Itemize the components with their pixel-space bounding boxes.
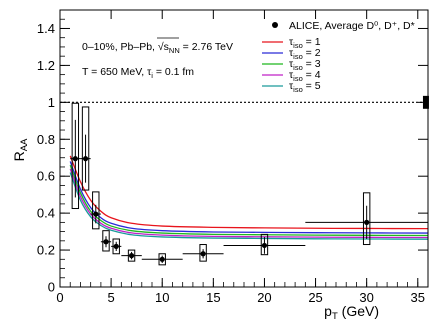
curve-tau-iso-1 — [69, 155, 429, 230]
legend-data-label: ALICE, Average D⁰, D⁺, D* — [289, 20, 415, 32]
y-tick-label: 0.4 — [37, 206, 55, 221]
y-tick-label: 0.2 — [37, 243, 55, 258]
data-point-2 — [80, 106, 91, 191]
y-tick-label: 0.8 — [37, 132, 55, 147]
y-tick-label: 1 — [48, 95, 55, 110]
data-point-10 — [305, 192, 428, 246]
data-marker — [103, 239, 109, 245]
data-marker — [72, 156, 78, 162]
data-marker — [159, 256, 165, 262]
data-point-1 — [70, 102, 81, 210]
data-marker — [200, 251, 206, 257]
systematic-box — [71, 102, 80, 210]
systematic-box — [199, 244, 207, 262]
axes: 0 0.2 0.4 0.6 0.8 1 1.2 1.4 0 5 10 15 20 25 30 35 — [37, 9, 429, 305]
curve-tau-iso-2 — [69, 161, 429, 234]
x-tick-label: 10 — [155, 290, 169, 305]
annotation-temperature: T = 650 MeV, τi = 0.1 fm — [82, 66, 194, 80]
normalization-uncertainty-box — [422, 95, 429, 109]
x-tick-label: 0 — [56, 290, 63, 305]
curve-tau-iso-3 — [69, 164, 429, 237]
y-tick-label: 0.6 — [37, 169, 55, 184]
x-tick-label: 25 — [308, 290, 322, 305]
legend-label-tau-iso-2: τiso = 2 — [289, 47, 321, 61]
y-tick-label: 0 — [48, 280, 55, 295]
y-tick-label: 1.4 — [37, 21, 55, 36]
y-axis-title: RAA — [11, 138, 30, 161]
data-marker — [93, 211, 99, 217]
x-tick-label: 20 — [257, 290, 271, 305]
x-axis-title: pT (GeV) — [324, 303, 379, 322]
y-tick-label: 1.2 — [37, 58, 55, 73]
systematic-box — [260, 233, 269, 256]
model-curves — [69, 155, 429, 240]
legend-label-tau-iso-4: τiso = 4 — [289, 69, 321, 83]
data-point-4 — [100, 230, 112, 252]
data-point-5 — [111, 238, 122, 255]
curve-tau-iso-5 — [69, 172, 429, 240]
data-marker — [113, 243, 119, 249]
curve-tau-iso-4 — [69, 168, 429, 239]
systematic-box — [81, 106, 90, 191]
legend-label-tau-iso-3: τiso = 3 — [289, 58, 321, 72]
annotation-collision-system: 0–10%, Pb–Pb, √sNN = 2.76 TeV — [82, 41, 233, 55]
data-point-3 — [90, 191, 101, 230]
data-point-6 — [121, 249, 142, 262]
data-marker — [364, 219, 370, 225]
data-point-9 — [223, 233, 306, 256]
legend-label-tau-iso-1: τiso = 1 — [289, 36, 321, 50]
x-tick-label: 5 — [107, 290, 114, 305]
x-tick-label: 35 — [411, 290, 425, 305]
alice-data-points — [70, 102, 428, 266]
legend-label-tau-iso-5: τiso = 5 — [289, 80, 321, 94]
data-point-7 — [141, 253, 183, 266]
systematic-box — [102, 230, 110, 252]
data-point-8 — [182, 244, 224, 262]
x-tick-label: 15 — [206, 290, 220, 305]
data-marker — [261, 242, 268, 249]
data-marker — [128, 253, 135, 259]
systematic-box — [362, 192, 371, 246]
legend-data-marker — [272, 22, 278, 28]
sqrt-symbol: √ — [158, 41, 164, 53]
x-tick-label: 30 — [359, 290, 373, 305]
data-marker — [82, 156, 89, 162]
systematic-box — [92, 191, 100, 230]
